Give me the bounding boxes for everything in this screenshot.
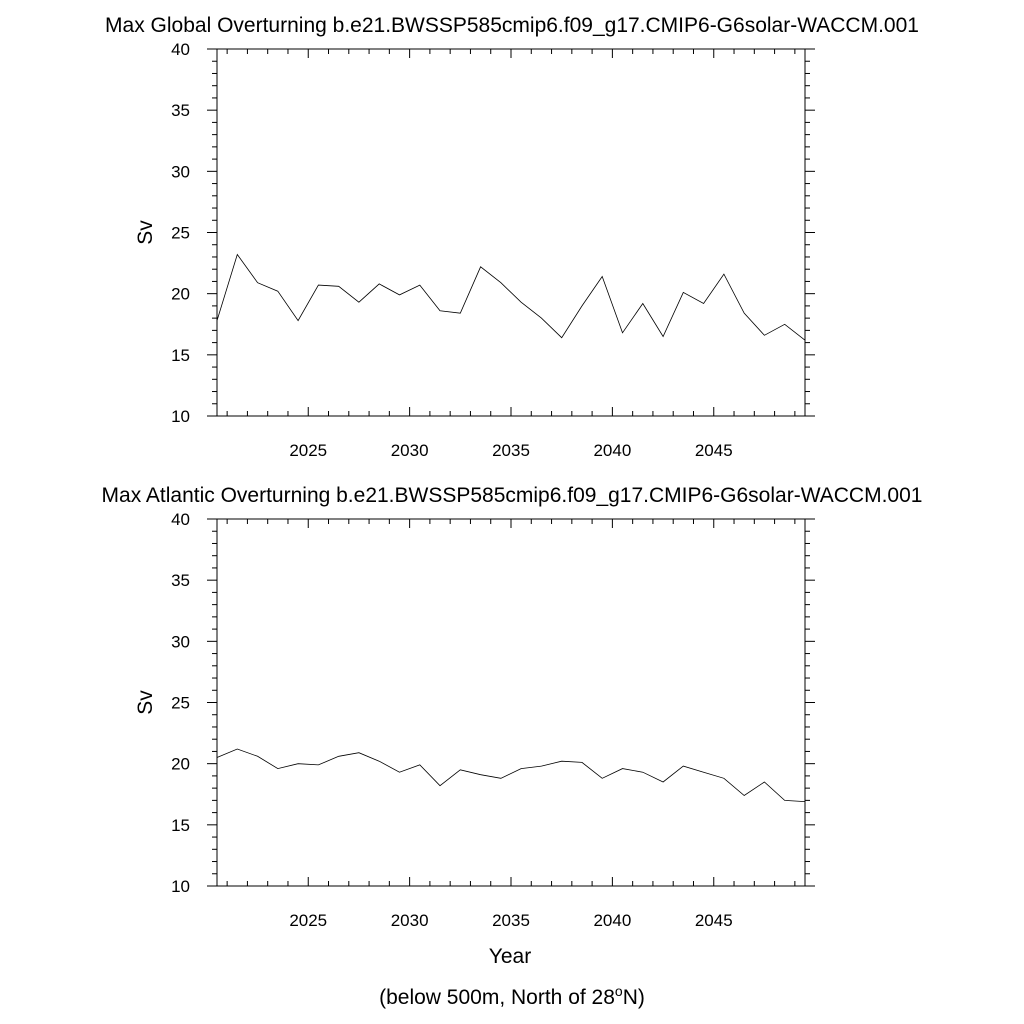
chart-title: Max Atlantic Overturning b.e21.BWSSP585c… <box>102 484 923 507</box>
y-tick-label: 30 <box>171 162 190 181</box>
series-line <box>216 748 806 802</box>
x-tick-label: 2030 <box>391 911 429 930</box>
y-tick-label: 35 <box>171 571 190 590</box>
chart-panel-1: Max Global Overturning b.e21.BWSSP585cmi… <box>105 14 919 460</box>
plot-frame <box>216 518 806 887</box>
plot-frame <box>216 48 806 417</box>
y-tick-label: 25 <box>171 694 190 713</box>
x-tick-label: 2025 <box>289 911 327 930</box>
series-line <box>216 253 806 341</box>
y-tick-label: 10 <box>171 407 190 426</box>
y-axis-title: Sv <box>134 220 157 245</box>
y-axis-title: Sv <box>134 690 157 715</box>
chart-panel-2: Max Atlantic Overturning b.e21.BWSSP585c… <box>102 484 923 968</box>
y-tick-label: 10 <box>171 877 190 896</box>
y-tick-label: 40 <box>171 510 190 529</box>
x-tick-label: 2035 <box>492 911 530 930</box>
y-tick-label: 35 <box>171 101 190 120</box>
y-tick-label: 20 <box>171 755 190 774</box>
x-tick-label: 2040 <box>593 911 631 930</box>
x-tick-label: 2035 <box>492 441 530 460</box>
footnote-superscript: o <box>615 983 623 999</box>
x-tick-label: 2045 <box>695 441 733 460</box>
y-tick-label: 25 <box>171 224 190 243</box>
x-axis-title: Year <box>489 945 531 968</box>
footnote: (below 500m, North of 28oN) <box>379 983 645 1009</box>
footnote-text: (below 500m, North of 28 <box>379 986 615 1009</box>
footnote-end: N) <box>623 986 645 1009</box>
x-tick-label: 2030 <box>391 441 429 460</box>
y-tick-label: 40 <box>171 40 190 59</box>
x-tick-label: 2045 <box>695 911 733 930</box>
chart-title: Max Global Overturning b.e21.BWSSP585cmi… <box>105 14 919 37</box>
y-tick-label: 20 <box>171 285 190 304</box>
y-tick-label: 15 <box>171 816 190 835</box>
x-tick-label: 2040 <box>593 441 631 460</box>
y-tick-label: 15 <box>171 346 190 365</box>
x-tick-label: 2025 <box>289 441 327 460</box>
y-tick-label: 30 <box>171 632 190 651</box>
